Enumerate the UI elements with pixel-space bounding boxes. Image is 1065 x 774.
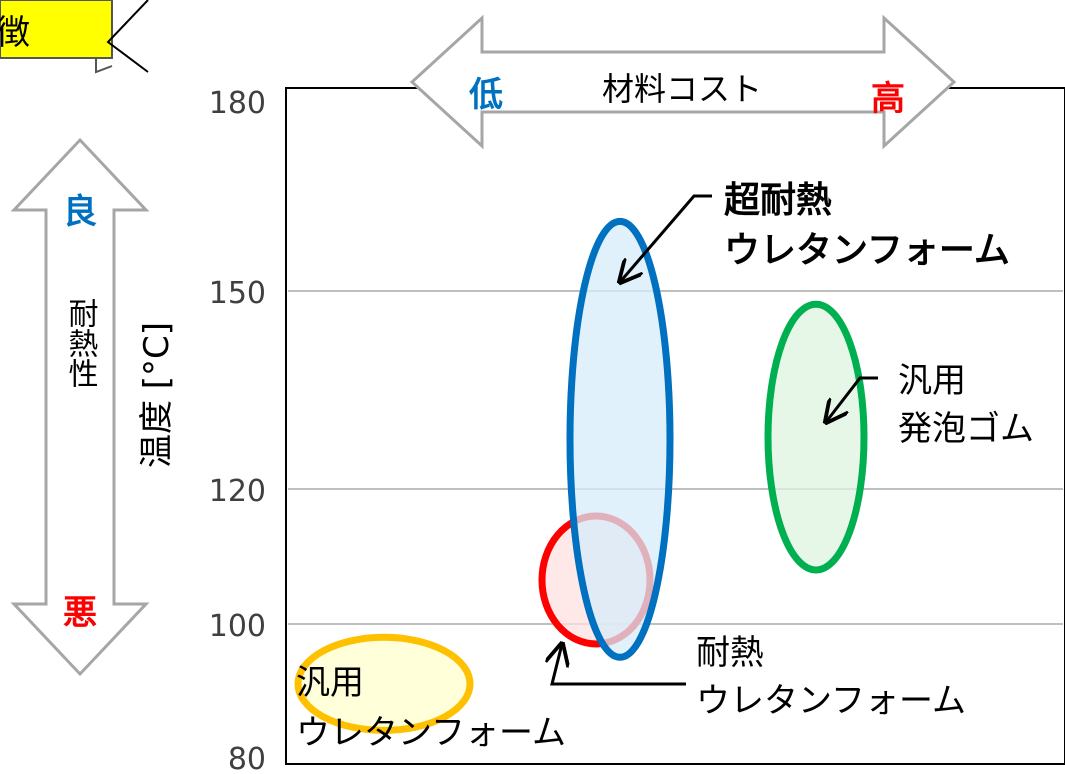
region-ellipse-1: [294, 633, 474, 734]
callouts: [552, 194, 878, 686]
heat-good-label: 良: [63, 192, 97, 232]
heat-arrow-shape: [10, 137, 150, 677]
heat-bad-label: 悪: [63, 593, 97, 633]
label-general-urethane-line1: 汎用: [296, 663, 364, 703]
y-tick-labels: 80 100 120 150 180: [209, 86, 266, 774]
heat-arrow-label: 耐熱性: [63, 298, 99, 388]
banner-scroll-edge: [0, 57, 113, 74]
material-regions: [294, 217, 868, 734]
y-tick-100: 100: [209, 609, 266, 644]
label-super-heat-line1: 超耐熱: [724, 180, 832, 221]
callout-heat-urethane: [552, 644, 686, 686]
plot-area: [285, 87, 1065, 765]
label-super-heat-line2: ウレタンフォーム: [724, 230, 1010, 271]
region-ellipse-3: [566, 217, 674, 661]
label-rubber-line1: 汎用: [898, 361, 966, 401]
callout-rubber: [826, 376, 878, 422]
gridlines: [288, 290, 1063, 625]
cost-arrow: 低 材料コスト 高: [409, 14, 957, 150]
y-axis-label: 温度 [°C]: [137, 322, 177, 468]
region-ellipse-4: [764, 300, 868, 574]
y-tick-120: 120: [209, 474, 266, 509]
cost-low-label: 低: [469, 75, 503, 115]
banner: 徴: [0, 0, 149, 74]
label-heat-urethane-line1: 耐熱: [696, 633, 764, 673]
y-tick-180: 180: [209, 86, 266, 121]
banner-flag: [0, 0, 113, 59]
y-tick-80: 80: [228, 742, 266, 774]
cost-arrow-label: 材料コスト: [602, 70, 762, 108]
banner-text: 徴: [0, 13, 30, 53]
label-general-urethane-line2: ウレタンフォーム: [296, 713, 566, 753]
heat-arrow: 良 耐熱性 悪: [10, 137, 150, 677]
label-heat-urethane-line2: ウレタンフォーム: [696, 681, 966, 721]
y-tick-150: 150: [209, 276, 266, 311]
label-rubber-line2: 発泡ゴム: [898, 409, 1034, 449]
cost-arrow-shape: [409, 14, 957, 150]
cost-high-label: 高: [871, 79, 905, 119]
callout-super-heat: [620, 194, 712, 282]
region-labels: 超耐熱 ウレタンフォーム 汎用 発泡ゴム 耐熱 ウレタンフォーム 汎用 ウレタン…: [296, 180, 1034, 753]
banner-chevron: [106, 0, 149, 73]
